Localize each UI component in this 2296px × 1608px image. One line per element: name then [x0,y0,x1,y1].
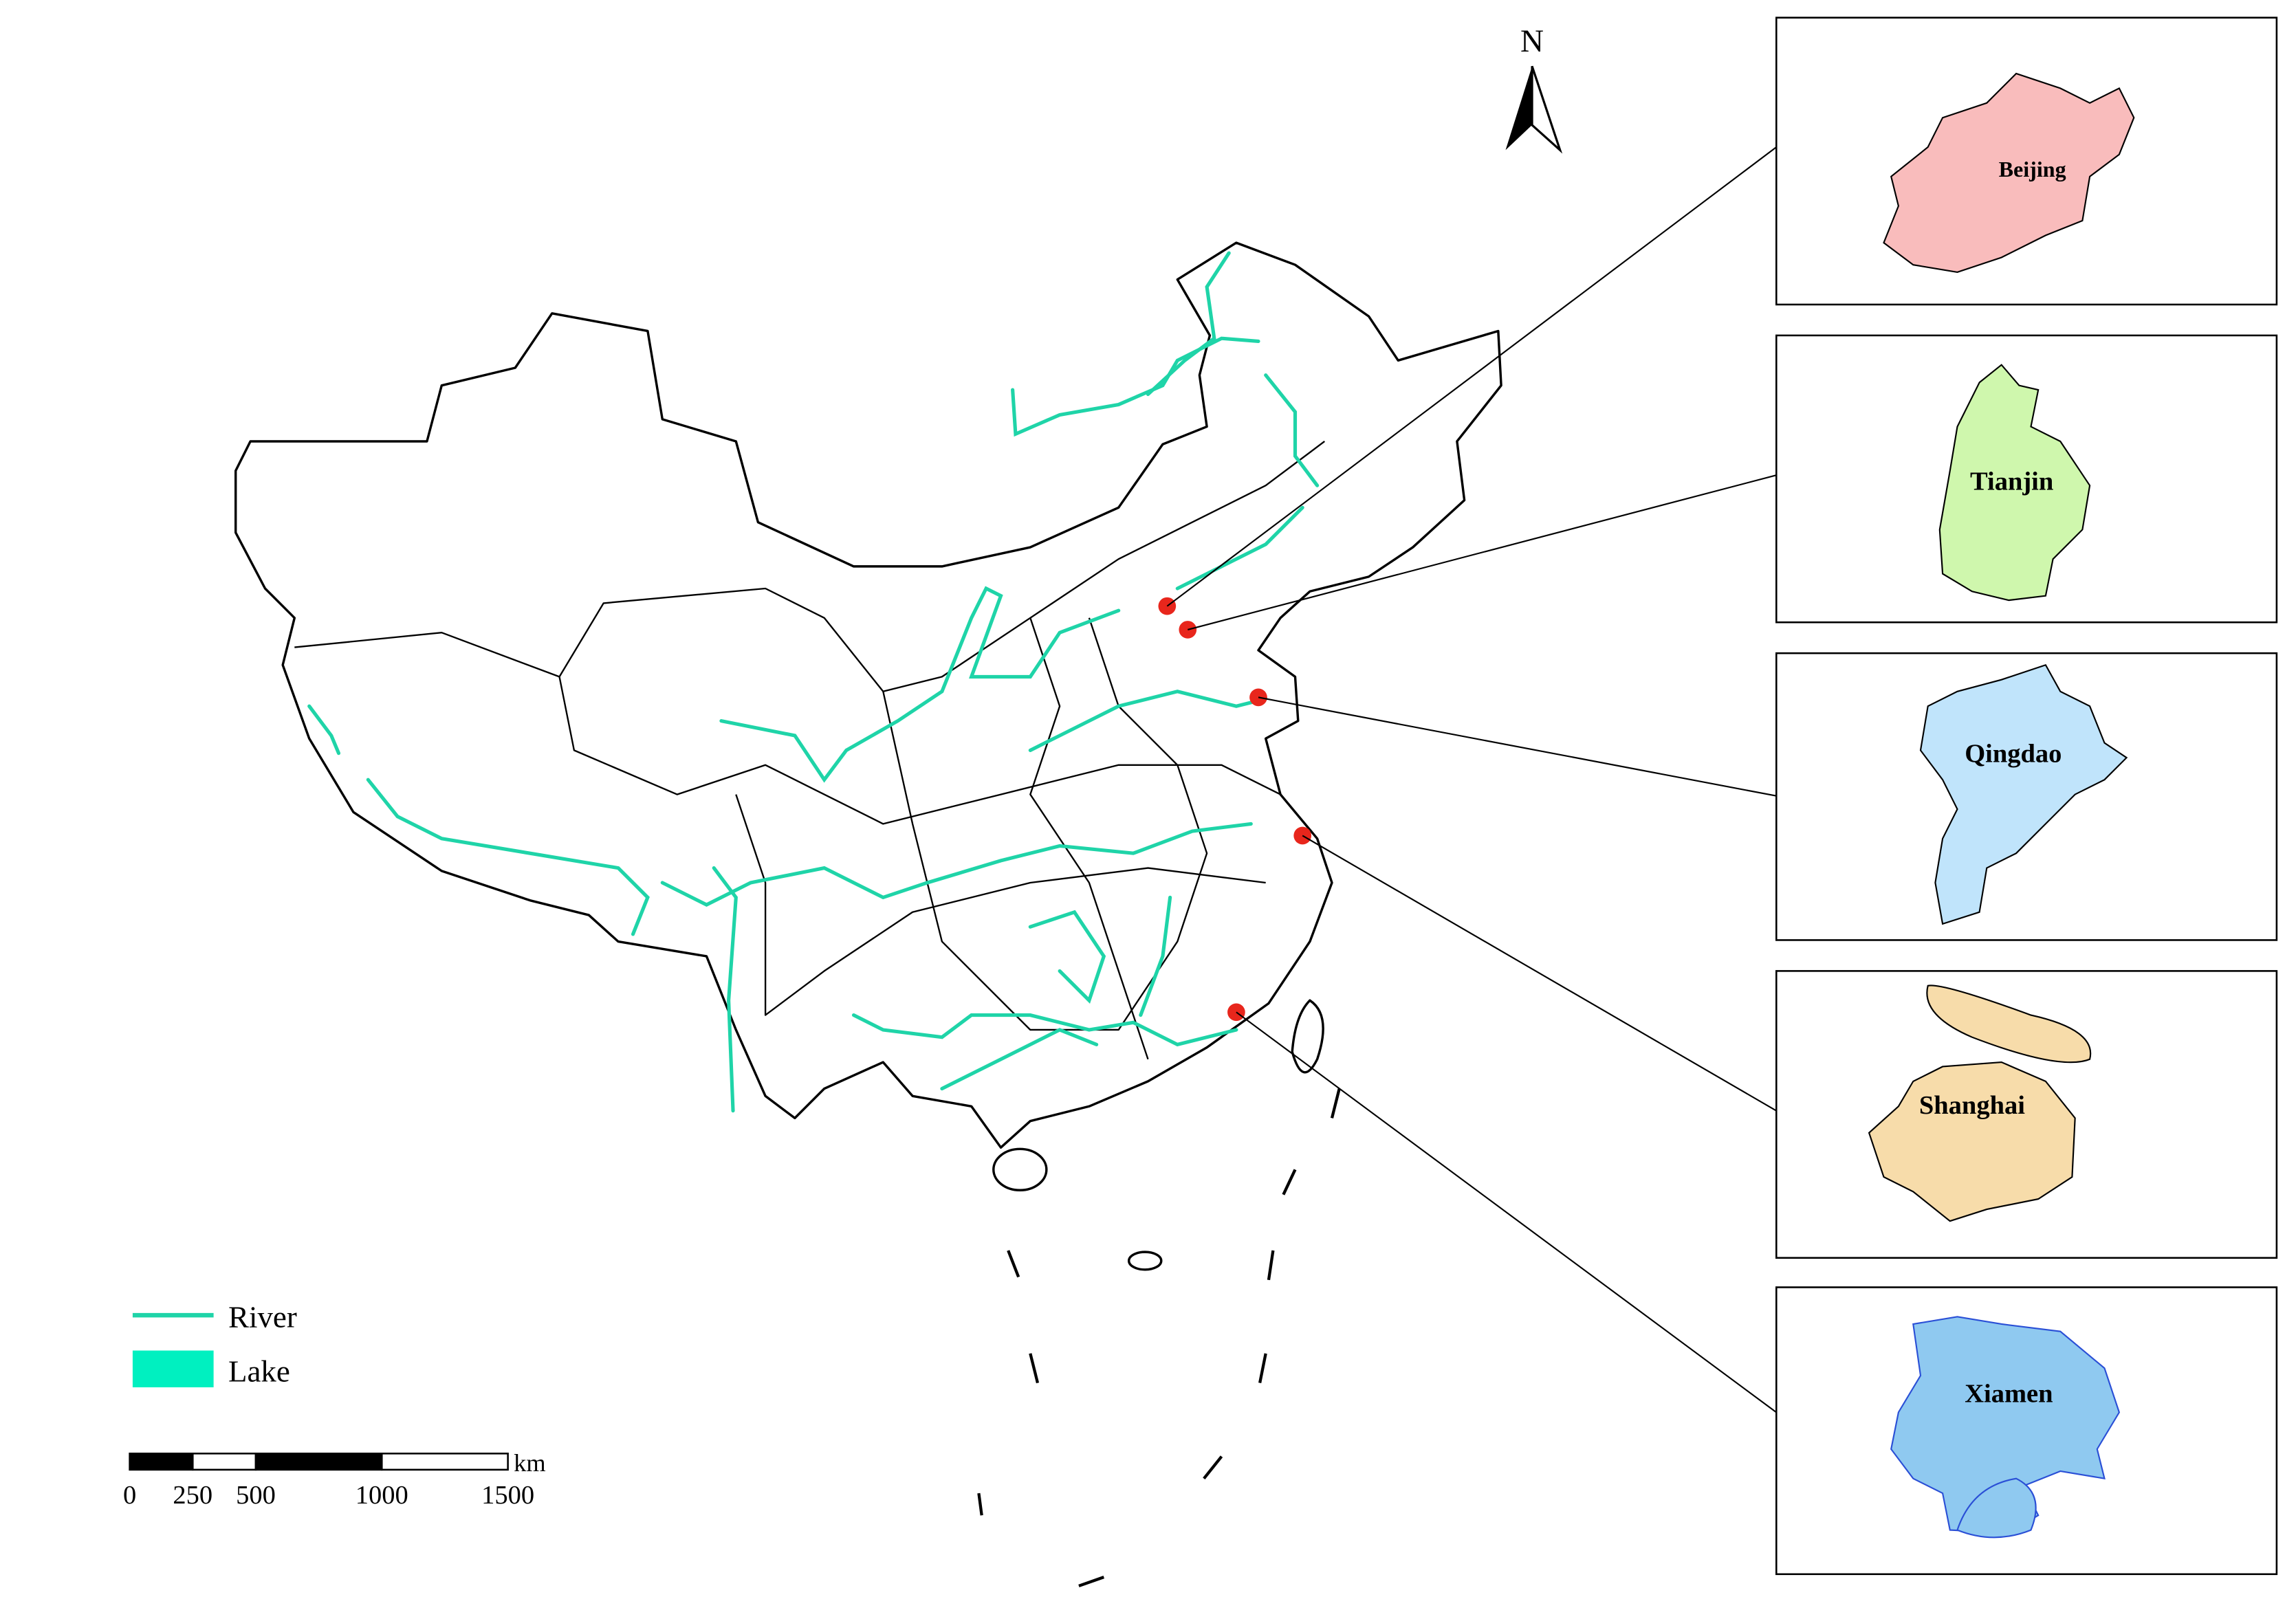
river [712,866,738,1113]
river [660,822,1253,907]
boundary-dash [977,1493,983,1516]
river [366,778,650,936]
scale-segment [380,1453,509,1471]
scale-label: 250 [173,1481,212,1510]
river [1146,251,1231,397]
legend-label: River [228,1299,297,1334]
connectors [1166,146,1777,1413]
province-border [558,676,1281,825]
river [1139,895,1172,1017]
boundary-dash [1029,1353,1040,1384]
scale-label: 0 [123,1481,136,1510]
inset-region [1868,1061,2076,1222]
river [1028,910,1106,1004]
river [1028,690,1268,752]
rivers [307,251,1320,1113]
boundary-dash [1203,1455,1223,1480]
scale-label: 500 [236,1481,276,1510]
river [307,704,341,756]
river [851,1013,1238,1047]
inset-island [1956,1477,2037,1539]
north-arrow: N [1505,23,1563,154]
china-map [234,241,1502,1271]
legend: River Lake [132,1299,297,1388]
scale-segment [129,1453,194,1471]
boundary-dash [1007,1250,1020,1278]
legend-label: Lake [228,1354,290,1388]
boundary-dash [1330,1088,1341,1119]
north-arrow-left [1505,66,1533,151]
connector-line [1188,474,1777,630]
scale-segment [254,1453,383,1471]
city-marker [1293,826,1312,845]
scale-label: 1500 [481,1481,534,1510]
scale-unit: km [514,1449,545,1477]
city-marker [1249,688,1267,707]
river [719,586,1121,783]
connector-line [1236,1011,1777,1413]
inset-label: Shanghai [1919,1091,2025,1120]
province-border [735,794,1266,1016]
province-border [1029,617,1149,1060]
inset-label: Beijing [1999,157,2066,181]
north-label: N [1520,23,1544,59]
inset-label: Tianjin [1970,467,2053,496]
connector-line [1258,696,1777,797]
inset-region [1919,663,2128,925]
boundary-dash [1267,1250,1275,1281]
boundary-dash [1078,1576,1105,1587]
river [940,1028,1099,1091]
scale-bar: 0 250 500 1000 1500 km [123,1449,546,1510]
inset-island [1926,984,2092,1064]
river [1175,505,1304,591]
insets: Beijing Tianjin Qingdao Shanghai Xiamen [1775,16,2278,1576]
dashed-boundary [977,1088,1341,1587]
river [1011,336,1260,437]
river [1264,373,1320,487]
taiwan [1291,999,1324,1074]
north-arrow-right [1531,65,1563,154]
boundary-dash [1258,1353,1267,1384]
inset-region [1938,364,2091,602]
inset-label: Qingdao [1965,740,2062,769]
inset-region [1890,1316,2121,1534]
boundary-dash [1282,1169,1297,1196]
inset-region [1883,72,2135,273]
scale-label: 1000 [356,1481,408,1510]
scale-segment [192,1453,257,1471]
connector-line [1302,835,1777,1112]
hainan [992,1147,1048,1191]
connector-line [1166,146,1777,607]
inset-label: Xiamen [1965,1379,2053,1408]
legend-swatch-lake [132,1350,214,1388]
island [1127,1251,1163,1271]
